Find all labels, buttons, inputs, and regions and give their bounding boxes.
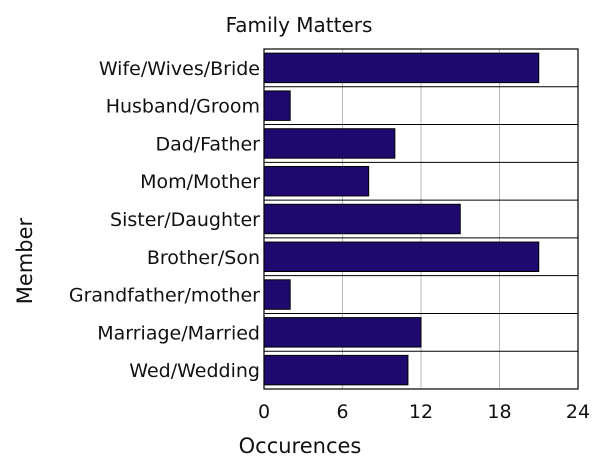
category-labels: Wife/Wives/Bride Husband/Groom Dad/Father M…	[69, 58, 260, 382]
bar-grandfather-mother	[263, 279, 291, 310]
bar-husband-groom	[263, 90, 291, 121]
bar-dad-father	[263, 128, 396, 159]
x-tick-label: 0	[258, 401, 270, 423]
plot-frame	[263, 48, 579, 390]
x-tick-label: 18	[487, 401, 511, 423]
chart-title: Family Matters	[226, 13, 373, 37]
category-label: Marriage/Married	[97, 322, 260, 344]
x-tick-labels: 0 6 12 18 24	[258, 401, 590, 423]
plot-border	[263, 48, 579, 390]
bar-mom-mother	[263, 165, 370, 197]
bar-wed-wedding	[263, 354, 409, 386]
bar-wife-wives-bride	[263, 52, 540, 84]
category-label: Wife/Wives/Bride	[99, 58, 260, 80]
x-tick-label: 6	[336, 401, 348, 423]
category-label: Wed/Wedding	[129, 360, 260, 382]
x-axis-label: Occurences	[239, 434, 362, 458]
x-tick-label: 12	[409, 401, 433, 423]
category-label: Grandfather/mother	[69, 285, 260, 307]
category-label: Sister/Daughter	[110, 209, 260, 231]
category-label: Brother/Son	[147, 247, 260, 269]
x-tick-label: 24	[566, 401, 590, 423]
category-label: Dad/Father	[155, 133, 260, 155]
bar-brother-son	[263, 241, 540, 273]
bar-marriage-married	[263, 317, 422, 348]
category-label: Husband/Groom	[106, 96, 260, 118]
bar-sister-daughter	[263, 203, 461, 235]
bars	[263, 52, 540, 386]
category-label: Mom/Mother	[140, 171, 260, 193]
y-axis-label: Member	[13, 217, 37, 304]
